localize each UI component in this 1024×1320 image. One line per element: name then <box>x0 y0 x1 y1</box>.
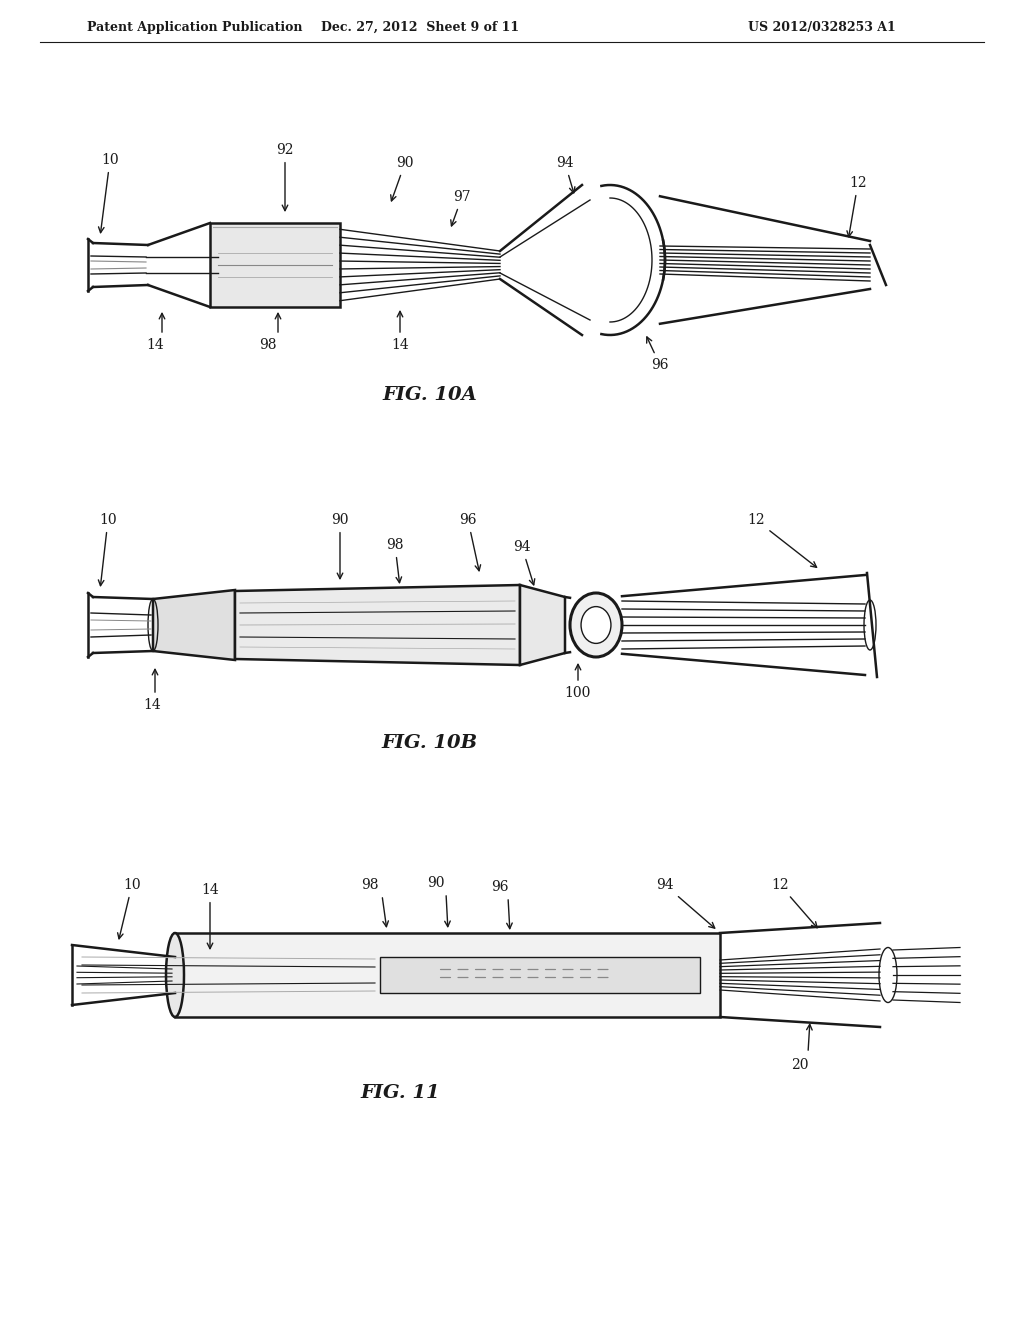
Text: FIG. 10A: FIG. 10A <box>383 385 477 404</box>
Text: 98: 98 <box>361 878 379 892</box>
Text: 12: 12 <box>847 176 866 236</box>
Text: US 2012/0328253 A1: US 2012/0328253 A1 <box>748 21 896 33</box>
Text: 14: 14 <box>391 338 409 352</box>
Ellipse shape <box>581 607 611 643</box>
Text: 96: 96 <box>459 513 480 570</box>
Text: 10: 10 <box>118 878 141 939</box>
Text: 14: 14 <box>146 338 164 352</box>
Text: 98: 98 <box>259 338 276 352</box>
Text: 100: 100 <box>565 686 591 700</box>
Text: 92: 92 <box>276 143 294 211</box>
Text: 10: 10 <box>98 513 117 586</box>
Text: 14: 14 <box>143 698 161 711</box>
Text: FIG. 10B: FIG. 10B <box>382 734 478 752</box>
Text: Dec. 27, 2012  Sheet 9 of 11: Dec. 27, 2012 Sheet 9 of 11 <box>321 21 519 33</box>
Polygon shape <box>520 585 565 665</box>
Text: 12: 12 <box>748 513 816 568</box>
Text: 97: 97 <box>451 190 471 226</box>
Text: 90: 90 <box>391 156 414 201</box>
Text: FIG. 11: FIG. 11 <box>360 1084 440 1102</box>
Ellipse shape <box>166 933 184 1016</box>
Text: 20: 20 <box>792 1059 809 1072</box>
Text: 94: 94 <box>513 540 535 585</box>
Polygon shape <box>210 223 340 308</box>
Polygon shape <box>153 590 234 660</box>
Polygon shape <box>234 585 520 665</box>
Text: 14: 14 <box>201 883 219 949</box>
Text: 12: 12 <box>771 878 817 928</box>
Text: 98: 98 <box>386 539 403 582</box>
Text: 96: 96 <box>647 337 669 372</box>
Ellipse shape <box>570 593 622 657</box>
Text: 90: 90 <box>331 513 349 578</box>
Text: 10: 10 <box>98 153 119 232</box>
Text: 94: 94 <box>656 878 715 928</box>
Text: 96: 96 <box>492 880 509 894</box>
Text: Patent Application Publication: Patent Application Publication <box>87 21 302 33</box>
Text: 94: 94 <box>556 156 574 193</box>
Text: 90: 90 <box>427 876 444 890</box>
Polygon shape <box>380 957 700 993</box>
Polygon shape <box>175 933 720 1016</box>
